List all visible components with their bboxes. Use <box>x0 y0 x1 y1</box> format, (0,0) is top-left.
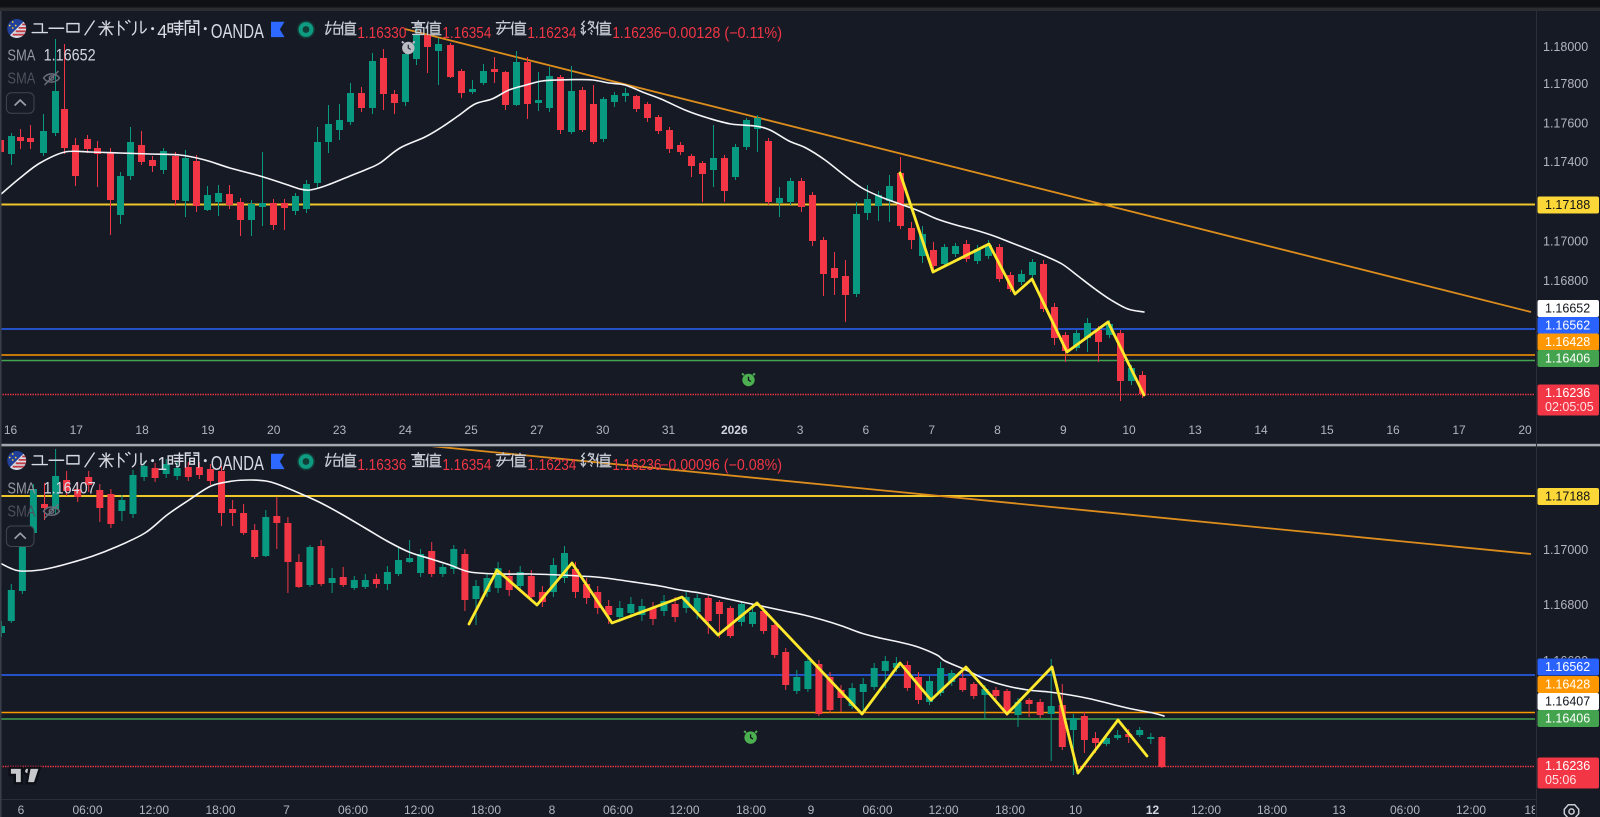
svg-text:7: 7 <box>928 423 935 437</box>
svg-text:25: 25 <box>464 423 478 437</box>
svg-text:7: 7 <box>283 803 290 817</box>
svg-text:9: 9 <box>1060 423 1067 437</box>
svg-text:1.16428: 1.16428 <box>1545 335 1590 349</box>
svg-text:1.16800: 1.16800 <box>1543 274 1588 288</box>
svg-text:18:00: 18:00 <box>995 803 1025 817</box>
svg-text:SMA: SMA <box>7 47 35 64</box>
svg-text:1.16562: 1.16562 <box>1545 660 1590 674</box>
svg-text:10: 10 <box>1122 423 1136 437</box>
svg-text:10: 10 <box>1069 803 1083 817</box>
svg-text:12:00: 12:00 <box>139 803 169 817</box>
svg-text:−0.00128 (−0.11%): −0.00128 (−0.11%) <box>660 25 782 42</box>
svg-text:30: 30 <box>596 423 610 437</box>
svg-text:1.17600: 1.17600 <box>1543 117 1588 131</box>
svg-text:6: 6 <box>18 803 25 817</box>
svg-text:OANDA: OANDA <box>211 21 264 43</box>
svg-text:1.16652: 1.16652 <box>1545 302 1590 316</box>
svg-text:OANDA: OANDA <box>211 453 264 475</box>
svg-text:02:05:05: 02:05:05 <box>1545 400 1594 414</box>
svg-text:16: 16 <box>1386 423 1400 437</box>
svg-text:18:00: 18:00 <box>736 803 766 817</box>
svg-text:17: 17 <box>70 423 84 437</box>
svg-text:1.16407: 1.16407 <box>44 480 96 498</box>
svg-text:−0.00096 (−0.08%): −0.00096 (−0.08%) <box>660 457 782 474</box>
svg-text:12:00: 12:00 <box>669 803 699 817</box>
svg-text:23: 23 <box>333 423 347 437</box>
svg-text:1.17800: 1.17800 <box>1543 77 1588 91</box>
svg-text:1.16406: 1.16406 <box>1545 352 1590 366</box>
svg-text:1.17188: 1.17188 <box>1545 198 1590 212</box>
svg-text:27: 27 <box>530 423 544 437</box>
svg-text:1.16236: 1.16236 <box>612 25 661 42</box>
svg-text:SMA: SMA <box>7 71 35 88</box>
svg-text:1.18000: 1.18000 <box>1543 40 1588 54</box>
svg-text:06:00: 06:00 <box>862 803 892 817</box>
svg-text:4: 4 <box>157 22 167 42</box>
svg-text:1.16562: 1.16562 <box>1545 319 1590 333</box>
svg-text:12:00: 12:00 <box>404 803 434 817</box>
svg-text:1.16406: 1.16406 <box>1545 712 1590 726</box>
svg-text:1.16236: 1.16236 <box>612 457 661 474</box>
svg-text:1.16236: 1.16236 <box>1545 386 1590 400</box>
svg-text:1.16652: 1.16652 <box>44 46 96 64</box>
svg-text:SMA: SMA <box>7 481 35 498</box>
svg-text:18:00: 18:00 <box>1257 803 1287 817</box>
svg-text:16: 16 <box>4 423 18 437</box>
svg-text:9: 9 <box>808 803 815 817</box>
svg-text:1.16407: 1.16407 <box>1545 695 1590 709</box>
svg-text:8: 8 <box>994 423 1001 437</box>
svg-text:18:00: 18:00 <box>205 803 235 817</box>
svg-text:13: 13 <box>1188 423 1202 437</box>
svg-text:06:00: 06:00 <box>1390 803 1420 817</box>
svg-text:15: 15 <box>1320 423 1334 437</box>
svg-text:31: 31 <box>662 423 676 437</box>
svg-text:20: 20 <box>1518 423 1532 437</box>
svg-text:12: 12 <box>1146 803 1160 817</box>
svg-text:1.16234: 1.16234 <box>527 25 576 42</box>
svg-text:1.17000: 1.17000 <box>1543 543 1588 557</box>
svg-text:1.16336: 1.16336 <box>357 457 406 474</box>
svg-text:06:00: 06:00 <box>603 803 633 817</box>
svg-text:12:00: 12:00 <box>928 803 958 817</box>
svg-text:1: 1 <box>157 454 167 474</box>
svg-text:05:06: 05:06 <box>1545 773 1576 787</box>
svg-text:1.17400: 1.17400 <box>1543 155 1588 169</box>
svg-text:14: 14 <box>1254 423 1268 437</box>
svg-text:24: 24 <box>399 423 413 437</box>
svg-text:1.16330: 1.16330 <box>357 25 406 42</box>
svg-text:18: 18 <box>135 423 149 437</box>
svg-text:1.16236: 1.16236 <box>1545 759 1590 773</box>
svg-text:1.16354: 1.16354 <box>442 457 491 474</box>
svg-text:17: 17 <box>1452 423 1466 437</box>
svg-text:12:00: 12:00 <box>1456 803 1486 817</box>
svg-text:18:00: 18:00 <box>471 803 501 817</box>
svg-text:2026: 2026 <box>721 423 748 437</box>
svg-text:8: 8 <box>549 803 556 817</box>
svg-text:1.17188: 1.17188 <box>1545 490 1590 504</box>
svg-text:13: 13 <box>1332 803 1346 817</box>
svg-text:20: 20 <box>267 423 281 437</box>
svg-text:06:00: 06:00 <box>338 803 368 817</box>
svg-text:19: 19 <box>201 423 215 437</box>
svg-text:3: 3 <box>797 423 804 437</box>
svg-text:SMA: SMA <box>7 504 35 521</box>
svg-text:1.16354: 1.16354 <box>442 25 491 42</box>
svg-text:1.16800: 1.16800 <box>1543 598 1588 612</box>
svg-text:1.16428: 1.16428 <box>1545 678 1590 692</box>
svg-text:1.16234: 1.16234 <box>527 457 576 474</box>
svg-text:1.17000: 1.17000 <box>1543 235 1588 249</box>
svg-text:06:00: 06:00 <box>72 803 102 817</box>
svg-text:12:00: 12:00 <box>1191 803 1221 817</box>
svg-text:6: 6 <box>863 423 870 437</box>
svg-text:18:0: 18:0 <box>1524 803 1548 817</box>
